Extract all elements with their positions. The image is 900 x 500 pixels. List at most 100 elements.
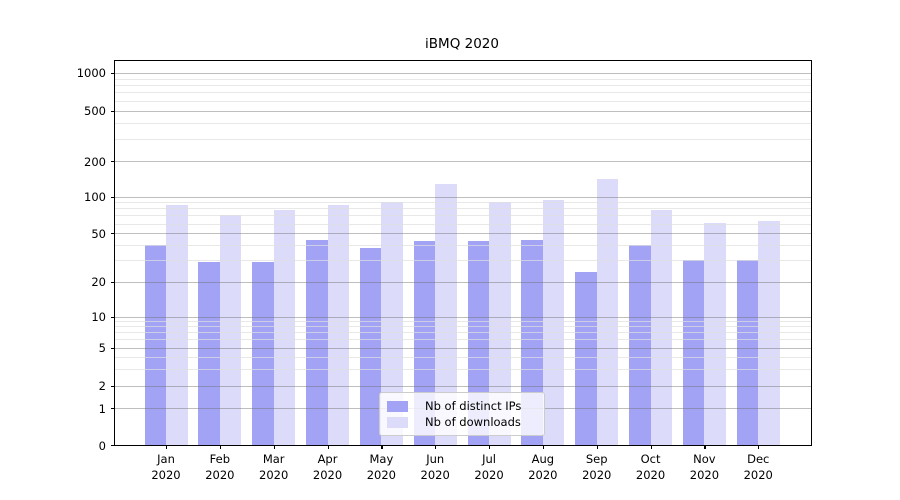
x-tick-label-feb: Feb 2020 (205, 452, 235, 482)
y-tick-label: 0 (98, 438, 106, 453)
y-tick-label: 100 (84, 190, 106, 204)
bar-downloads-apr (327, 205, 350, 445)
x-tick-mark (327, 445, 329, 449)
y-tick-mark (111, 110, 115, 112)
minor-gridline (115, 215, 811, 217)
y-tick-mark (111, 347, 115, 349)
x-tick-mark (273, 445, 275, 449)
minor-gridline (115, 123, 811, 125)
major-gridline (115, 281, 811, 283)
minor-gridline (115, 368, 811, 370)
major-gridline (115, 110, 811, 112)
y-tick-label: 10 (91, 310, 106, 324)
y-tick-label: 500 (84, 104, 106, 119)
bar-ips-jan (144, 244, 166, 445)
legend-row: Nb of downloads (387, 414, 537, 430)
x-tick-label-jan: Jan 2020 (151, 452, 181, 482)
x-tick-mark (704, 445, 706, 449)
y-tick-label: 1 (98, 401, 106, 416)
y-tick-label: 5 (98, 341, 106, 355)
y-tick-label: 20 (91, 275, 106, 289)
chart-title: iBMQ 2020 (425, 36, 499, 52)
x-tick-label-nov: Nov 2020 (689, 452, 720, 482)
x-tick-mark (489, 445, 491, 449)
x-tick-label-jun: Jun 2020 (420, 452, 450, 482)
y-tick-label: 2 (98, 379, 106, 393)
major-gridline (115, 72, 811, 74)
x-tick-mark (596, 445, 598, 449)
legend: Nb of distinct IPs Nb of downloads (379, 392, 545, 436)
bar-downloads-jul (489, 202, 511, 445)
x-tick-label-sep: Sep 2020 (582, 452, 612, 482)
legend-swatch-ips (387, 400, 408, 412)
legend-label: Nb of downloads (425, 415, 521, 429)
major-gridline (115, 196, 811, 198)
minor-gridline (115, 260, 811, 262)
y-tick-label: 50 (91, 226, 106, 241)
bar-ips-may (359, 247, 382, 445)
y-tick-mark (111, 281, 115, 283)
y-tick-mark (111, 445, 115, 447)
major-gridline (115, 316, 811, 318)
x-tick-label-apr: Apr 2020 (312, 452, 343, 482)
x-tick-mark (542, 445, 545, 449)
legend-row: Nb of distinct IPs (387, 398, 537, 414)
major-gridline (115, 161, 811, 163)
major-gridline (115, 347, 811, 349)
minor-gridline (115, 321, 811, 323)
bar-downloads-jun (435, 184, 457, 445)
y-tick-mark (111, 233, 115, 235)
bar-ips-dec (736, 260, 759, 445)
x-tick-mark (219, 445, 222, 449)
bar-ips-oct (629, 244, 651, 445)
y-tick-label: 1000 (76, 66, 106, 81)
bar-downloads-may (381, 202, 403, 445)
bar-downloads-sep (596, 179, 619, 445)
x-tick-label-mar: Mar 2020 (259, 452, 289, 482)
bar-downloads-jan (166, 204, 188, 445)
minor-gridline (115, 78, 811, 80)
plot-area: 0 1 2 5 10 20 50 100 200 500 1000 Jan 2020 Feb 2020… (77, 60, 812, 482)
y-tick-mark (111, 385, 115, 387)
minor-gridline (115, 138, 811, 140)
minor-gridline (115, 326, 811, 328)
x-tick-label-jul: Jul 2020 (474, 452, 504, 482)
bar-downloads-nov (704, 222, 726, 445)
major-gridline (115, 233, 811, 235)
y-tick-mark (111, 408, 115, 410)
minor-gridline (115, 339, 811, 341)
x-tick-label-may: May 2020 (366, 452, 396, 482)
y-tick-mark (111, 161, 115, 163)
y-tick-mark (111, 72, 115, 74)
minor-gridline (115, 244, 811, 246)
minor-gridline (115, 202, 811, 204)
x-tick-label-dec: Dec 2020 (743, 452, 773, 482)
bar-ips-nov (682, 260, 705, 445)
bar-ips-feb (198, 261, 220, 445)
minor-gridline (115, 92, 811, 94)
y-tick-mark (111, 316, 115, 318)
x-tick-mark (650, 445, 652, 449)
x-tick-mark (166, 445, 168, 449)
minor-gridline (115, 356, 811, 358)
x-tick-mark (381, 445, 383, 449)
major-gridline (115, 385, 811, 387)
x-tick-label-aug: Aug 2020 (528, 452, 558, 482)
x-tick-mark (435, 445, 437, 449)
y-tick-mark (111, 196, 115, 198)
x-tick-mark (758, 445, 760, 449)
y-tick-label: 200 (84, 154, 106, 169)
minor-gridline (115, 85, 811, 87)
legend-swatch-downloads (387, 416, 408, 428)
x-tick-label-oct: Oct 2020 (635, 452, 666, 482)
minor-gridline (115, 100, 811, 102)
legend-label: Nb of distinct IPs (425, 399, 522, 413)
bar-ips-mar (252, 261, 274, 445)
bar-ips-sep (575, 271, 597, 445)
minor-gridline (115, 208, 811, 210)
minor-gridline (115, 332, 811, 334)
bar-downloads-feb (219, 215, 242, 445)
minor-gridline (115, 223, 811, 225)
bar-ips-apr (306, 239, 328, 445)
